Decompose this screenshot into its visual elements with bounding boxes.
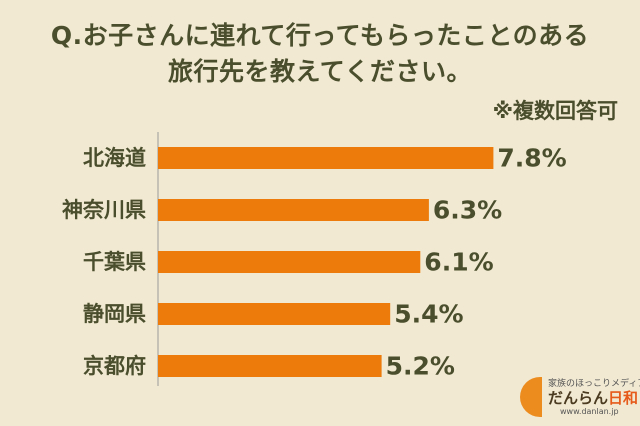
category-label: 京都府 (83, 354, 146, 378)
logo-name: だんらん日和 (548, 387, 638, 408)
bar (158, 199, 429, 221)
logo-tagline: 家族のほっこりメディア (548, 379, 640, 389)
title-line-1: Q.お子さんに連れて行ってもらったことのある (50, 21, 590, 50)
category-label: 千葉県 (83, 250, 146, 274)
value-label: 7.8% (497, 144, 566, 173)
category-label: 北海道 (83, 146, 146, 170)
title-line-2: 旅行先を教えてください。 (167, 57, 472, 86)
bar (158, 355, 382, 377)
category-label: 静岡県 (83, 302, 146, 326)
multiple-answer-note: ※複数回答可 (492, 99, 618, 123)
value-label: 5.4% (394, 300, 463, 329)
bar (158, 251, 421, 273)
value-label: 6.1% (424, 248, 493, 277)
bar (158, 147, 494, 169)
value-label: 5.2% (386, 352, 455, 381)
brand-logo: 家族のほっこりメディア だんらん日和 www.danlan.jp (520, 374, 640, 420)
bar (158, 303, 391, 325)
value-label: 6.3% (433, 196, 502, 225)
logo-mark-icon (520, 377, 542, 417)
category-label: 神奈川県 (62, 198, 146, 222)
logo-url: www.danlan.jp (560, 407, 619, 416)
logo-name-accent: 日和 (608, 389, 639, 407)
chart-title: Q.お子さんに連れて行ってもらったことのある 旅行先を教えてください。 (0, 18, 640, 90)
logo-name-main: だんらん (548, 389, 609, 407)
